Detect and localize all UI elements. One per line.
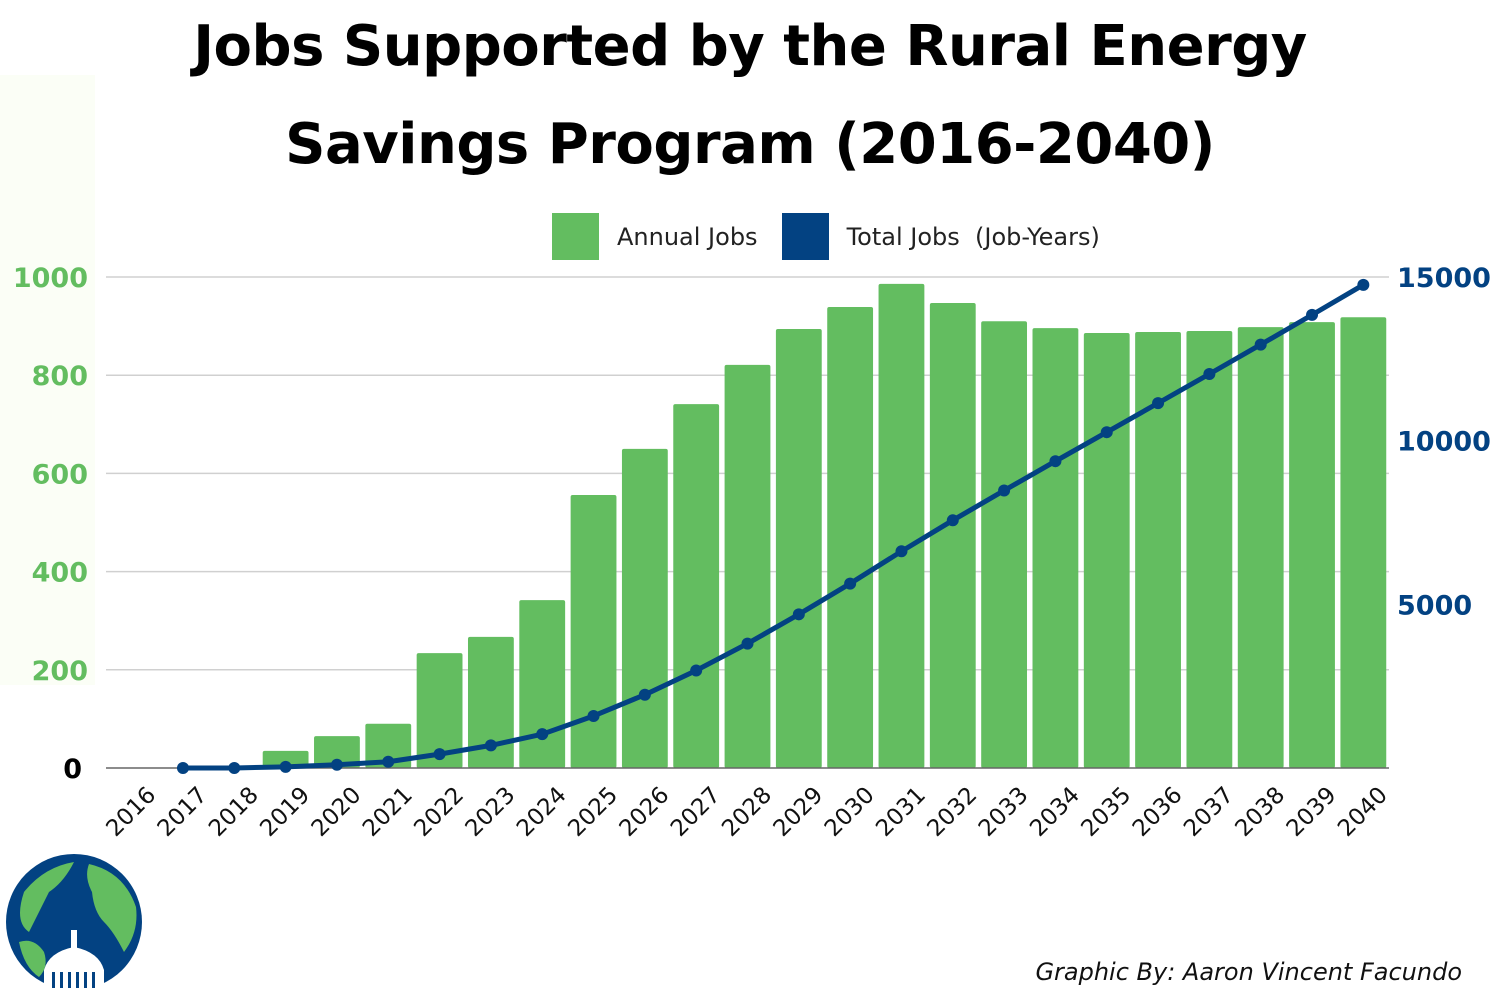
left-tick-label: 1000 [13, 263, 88, 294]
x-tick-label: 2038 [1230, 782, 1290, 842]
point-2020 [330, 758, 343, 771]
right-tick-label: 5000 [1397, 590, 1472, 621]
x-tick-label: 2036 [1128, 782, 1188, 842]
right-tick-label: 15000 [1397, 263, 1491, 294]
bar-2035 [1083, 332, 1130, 768]
point-2027 [690, 664, 703, 677]
legend-item-total-jobs: Total Jobs (Job-Years) [781, 213, 1100, 260]
left-tick-label: 800 [32, 361, 88, 392]
x-tick-label: 2040 [1333, 782, 1393, 842]
x-tick-label: 2033 [974, 782, 1034, 842]
bar-2038 [1237, 327, 1284, 768]
x-tick-label: 2017 [153, 782, 213, 842]
bar-2026 [621, 448, 668, 768]
x-tick-label: 2035 [1077, 782, 1137, 842]
point-2025 [587, 709, 600, 722]
x-tick-label: 2026 [615, 782, 675, 842]
bar-2021 [365, 723, 412, 768]
x-tick-label: 2029 [769, 782, 829, 842]
legend: Annual Jobs Total Jobs (Job-Years) [552, 213, 1124, 260]
bar-2027 [673, 404, 720, 768]
x-tick-label: 2027 [666, 782, 726, 842]
point-2022 [433, 748, 446, 761]
point-2029 [792, 608, 805, 621]
x-tick-label: 2018 [204, 782, 264, 842]
legend-label-annual: Annual Jobs [617, 222, 758, 251]
point-2033 [998, 484, 1011, 497]
point-2017 [176, 762, 189, 774]
bar-2022 [416, 653, 463, 768]
x-tick-label: 2016 [101, 782, 161, 842]
point-2023 [484, 739, 497, 752]
point-2037 [1203, 367, 1216, 380]
bar-2019 [262, 750, 309, 768]
point-2031 [895, 545, 908, 558]
point-2024 [536, 728, 549, 741]
x-tick-label: 2021 [358, 782, 418, 842]
legend-label-total: Total Jobs (Job-Years) [846, 222, 1100, 251]
legend-item-annual-jobs: Annual Jobs [552, 213, 758, 260]
chart-title-line-1: Jobs Supported by the Rural Energy [193, 14, 1307, 79]
point-2039 [1306, 308, 1319, 321]
x-tick-label: 2039 [1282, 782, 1342, 842]
point-2035 [1100, 426, 1113, 439]
globe-capitol-logo [4, 852, 144, 996]
point-2036 [1152, 397, 1165, 410]
bar-2036 [1135, 331, 1181, 768]
legend-swatch-annual [552, 213, 599, 260]
bar-2030 [827, 306, 874, 768]
x-tick-label: 2022 [409, 782, 469, 842]
bar-2033 [981, 321, 1028, 768]
x-tick-label: 2037 [1179, 782, 1239, 842]
x-tick-label: 2019 [255, 782, 315, 842]
left-tick-label: 400 [32, 558, 88, 589]
x-tick-label: 2034 [1025, 782, 1085, 842]
bar-2032 [929, 303, 976, 768]
left-tick-label: 600 [32, 459, 88, 490]
bar-2024 [519, 600, 566, 768]
point-2032 [946, 514, 959, 527]
x-tick-label: 2025 [563, 782, 623, 842]
point-2028 [741, 637, 754, 650]
x-tick-label: 2030 [820, 782, 880, 842]
chart-title-line-2: Savings Program (2016-2040) [285, 112, 1215, 177]
bar-2029 [775, 329, 822, 768]
x-tick-label: 2023 [461, 782, 521, 842]
bar-2039 [1289, 322, 1335, 768]
point-2038 [1254, 338, 1267, 351]
x-tick-label: 2028 [717, 782, 777, 842]
left-tick-label: 200 [32, 656, 88, 687]
point-2034 [1049, 455, 1062, 468]
point-2021 [382, 755, 395, 768]
bar-2020 [314, 736, 360, 768]
bar-2025 [570, 495, 617, 768]
x-tick-label: 2032 [923, 782, 983, 842]
point-2030 [844, 577, 857, 590]
total-jobs-line [182, 282, 1365, 771]
x-tick-label: 2024 [512, 782, 572, 842]
right-tick-label: 10000 [1397, 427, 1491, 458]
point-2026 [638, 688, 651, 701]
bar-2037 [1186, 331, 1233, 768]
point-2040 [1357, 278, 1370, 291]
left-background-panel [0, 75, 95, 685]
bar-2040 [1340, 317, 1387, 768]
x-tick-label: 2031 [871, 782, 931, 842]
legend-swatch-total [781, 213, 829, 260]
bar-2023 [467, 636, 514, 768]
point-2018 [228, 762, 241, 774]
bar-2028 [724, 364, 771, 768]
bar-2031 [878, 283, 925, 768]
bar-2034 [1032, 328, 1079, 768]
left-tick-label: 0 [63, 754, 82, 785]
point-2019 [279, 760, 292, 773]
x-tick-label: 2020 [307, 782, 367, 842]
credit-text: Graphic By: Aaron Vincent Facundo [1035, 958, 1462, 986]
